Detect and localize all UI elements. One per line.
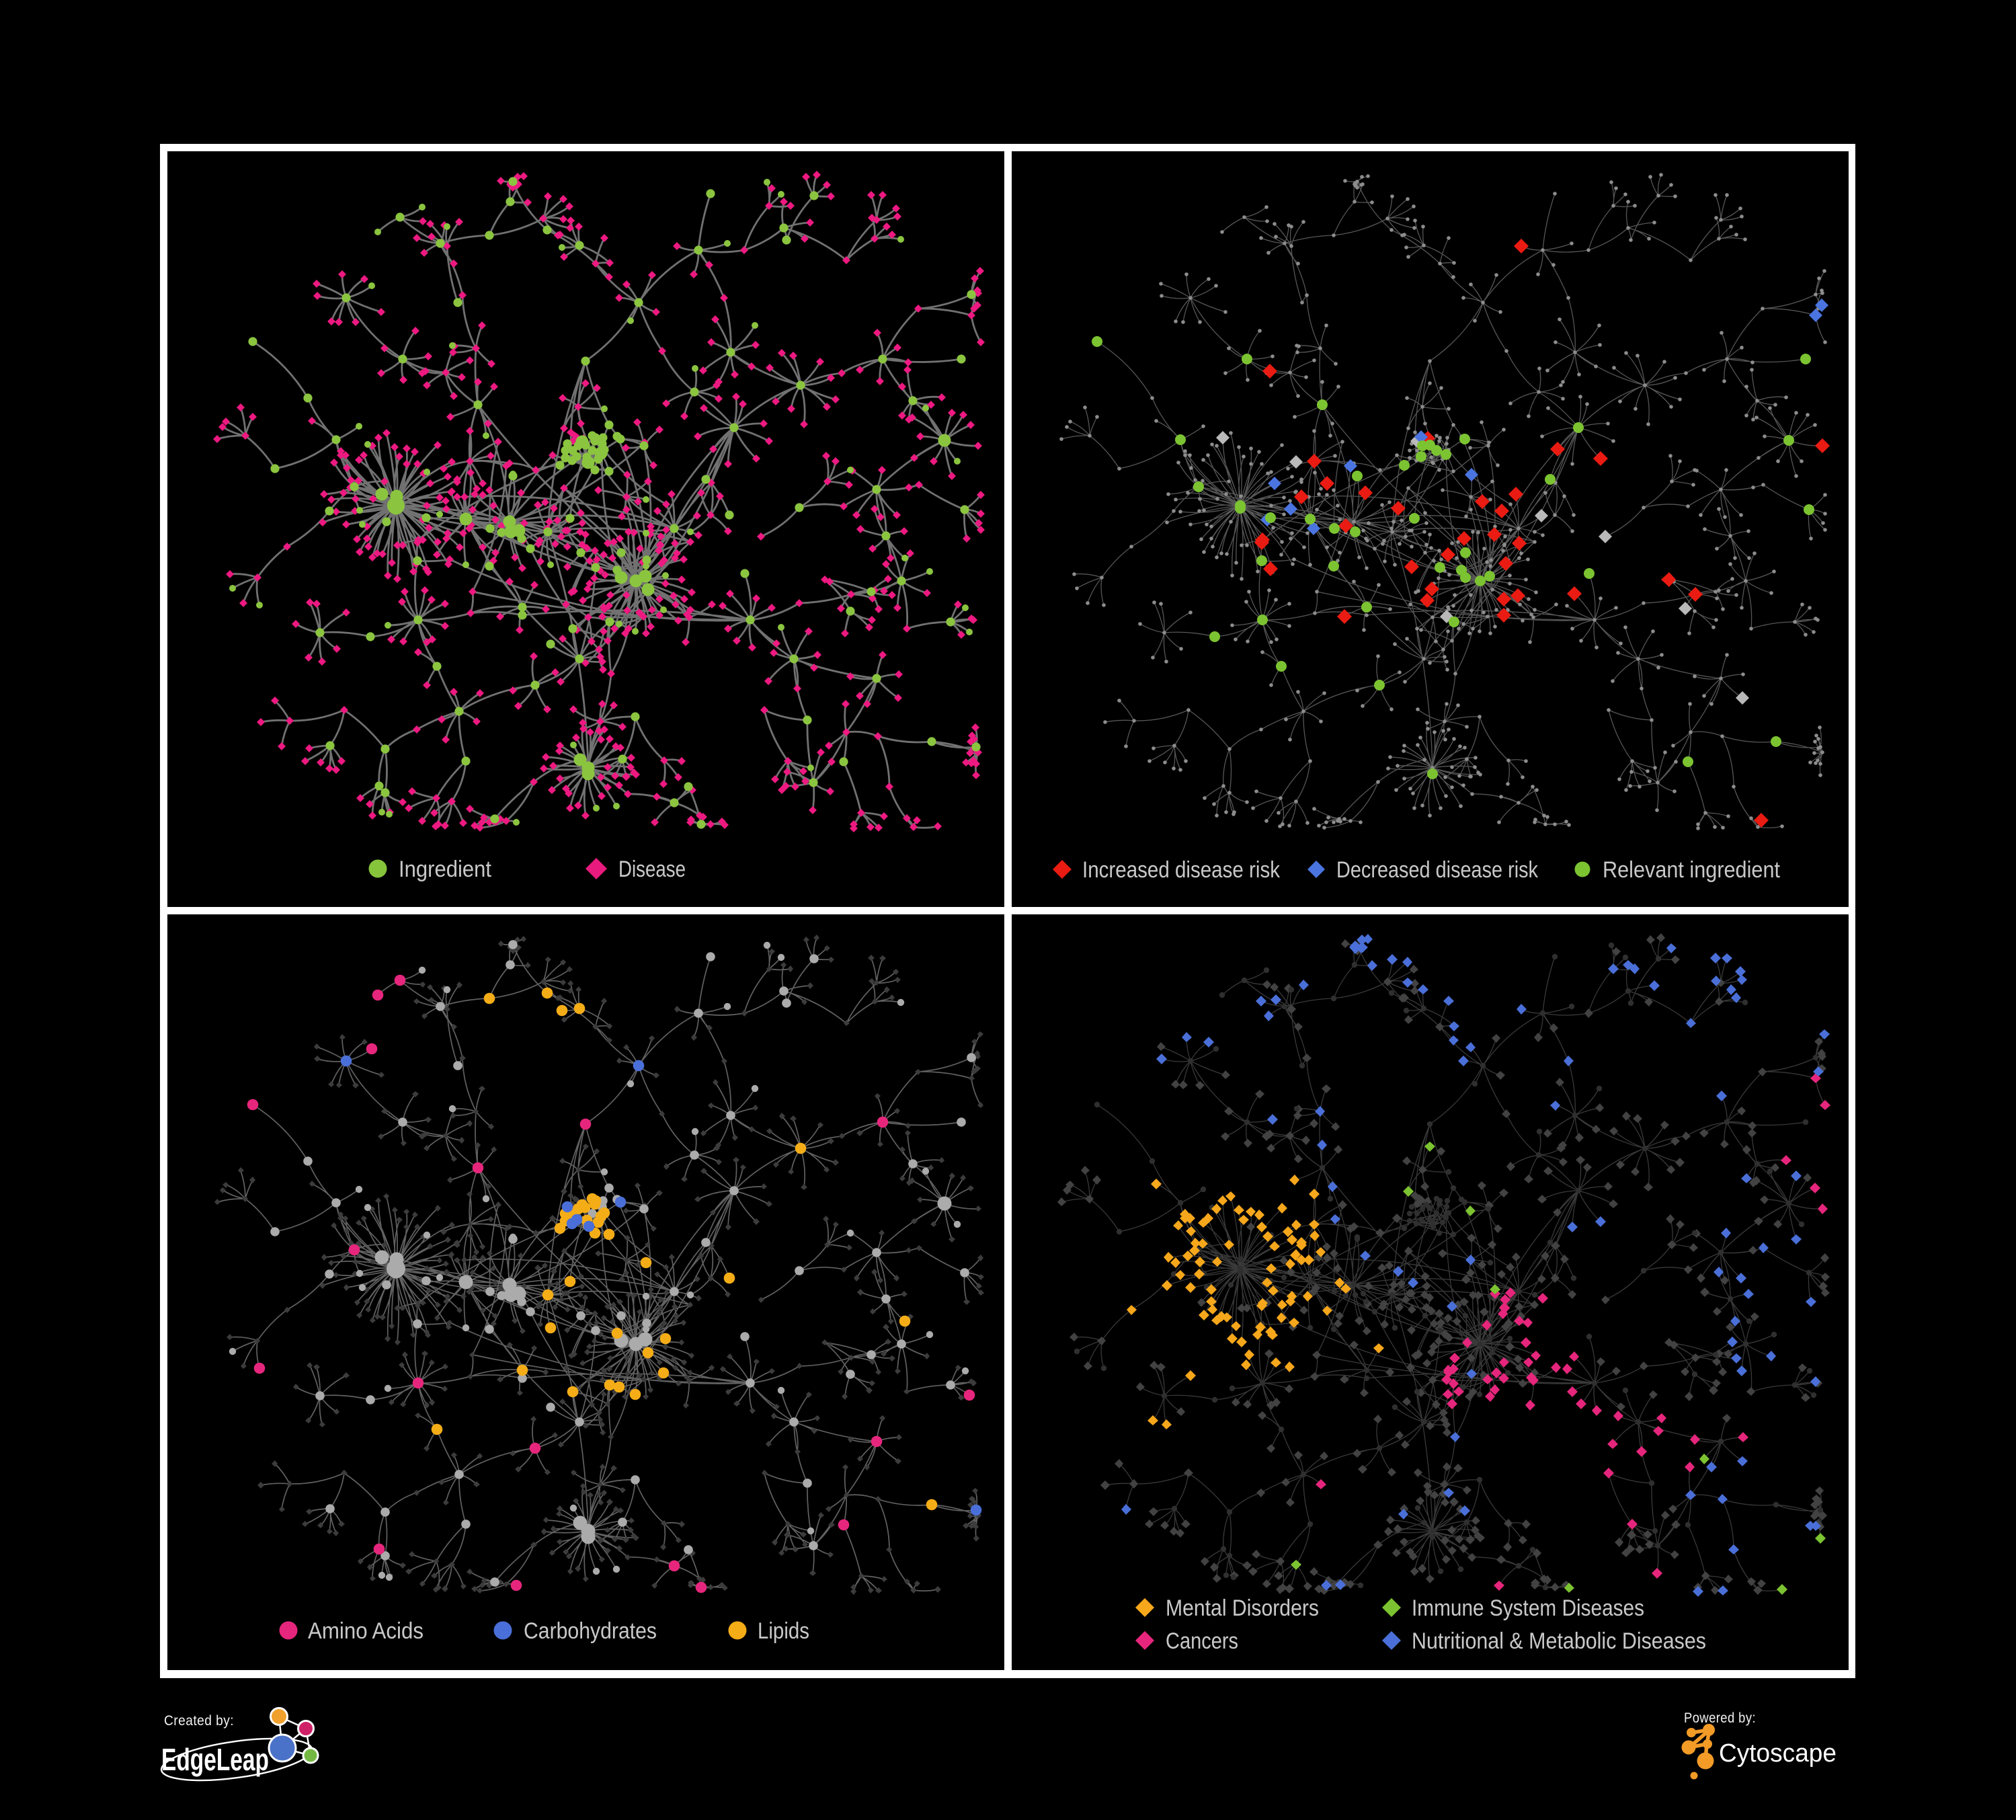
svg-text:Created by:: Created by: <box>164 1713 234 1729</box>
svg-text:Lipids: Lipids <box>758 1618 809 1644</box>
svg-text:Powered by:: Powered by: <box>1684 1710 1756 1726</box>
svg-text:Disease: Disease <box>618 857 686 882</box>
svg-text:Ingredient: Ingredient <box>399 857 491 882</box>
svg-text:Increased disease risk: Increased disease risk <box>1082 857 1281 883</box>
svg-text:Immune System Diseases: Immune System Diseases <box>1412 1595 1644 1621</box>
svg-text:Decreased disease risk: Decreased disease risk <box>1336 857 1539 883</box>
svg-text:Cytoscape: Cytoscape <box>1719 1739 1837 1768</box>
svg-text:Mental Disorders: Mental Disorders <box>1166 1595 1319 1621</box>
svg-text:Amino Acids: Amino Acids <box>308 1618 424 1644</box>
svg-text:Nutritional & Metabolic Diseas: Nutritional & Metabolic Diseases <box>1412 1628 1706 1654</box>
svg-text:Carbohydrates: Carbohydrates <box>524 1618 657 1644</box>
svg-text:Cancers: Cancers <box>1166 1628 1238 1654</box>
svg-text:Relevant ingredient: Relevant ingredient <box>1603 857 1780 883</box>
svg-text:EdgeLeap: EdgeLeap <box>161 1742 269 1777</box>
